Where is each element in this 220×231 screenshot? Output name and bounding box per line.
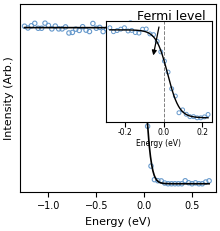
Point (77, 29, 81, 32)
Point (23, 24, 26, 28)
Point (136, 36, 139, 40)
X-axis label: Energy (eV): Energy (eV) (85, 217, 151, 227)
Point (146, 124, 149, 128)
Point (125, 28, 129, 31)
Point (207, 179, 211, 183)
Y-axis label: Intensity (Arb.): Intensity (Arb.) (4, 56, 14, 140)
Point (160, 179, 163, 183)
Point (149, 164, 153, 168)
Point (91, 22, 95, 25)
Point (43, 21, 47, 25)
Point (71, 30, 74, 34)
Point (190, 182, 194, 185)
Point (173, 182, 177, 185)
Point (187, 181, 190, 185)
Point (201, 182, 204, 185)
Point (81, 25, 84, 29)
Point (88, 30, 91, 33)
Point (129, 21, 132, 25)
Point (37, 26, 40, 30)
Point (84, 28, 88, 32)
Point (112, 29, 115, 33)
Point (132, 28, 136, 32)
Point (60, 27, 64, 31)
Point (108, 25, 112, 29)
Point (50, 27, 54, 31)
Point (33, 21, 37, 25)
Point (57, 27, 61, 31)
Point (163, 181, 167, 185)
Point (122, 27, 125, 30)
Point (156, 179, 160, 182)
Point (67, 31, 71, 35)
Point (139, 45, 143, 49)
Point (47, 24, 50, 27)
Point (26, 26, 30, 30)
Point (142, 83, 146, 87)
Point (153, 178, 156, 182)
Point (95, 26, 98, 30)
Text: Fermi level: Fermi level (137, 10, 206, 23)
Point (177, 182, 180, 185)
Point (180, 182, 183, 185)
Point (204, 180, 207, 184)
Point (74, 27, 78, 31)
Point (194, 181, 197, 185)
Point (40, 26, 43, 30)
Point (101, 30, 105, 33)
Point (115, 25, 119, 28)
Point (29, 24, 33, 28)
Point (166, 182, 170, 185)
Point (183, 179, 187, 183)
Point (53, 24, 57, 28)
Point (197, 182, 201, 185)
Point (64, 25, 67, 29)
Point (98, 26, 101, 29)
Point (119, 27, 122, 31)
Point (105, 27, 108, 31)
Point (170, 182, 173, 185)
